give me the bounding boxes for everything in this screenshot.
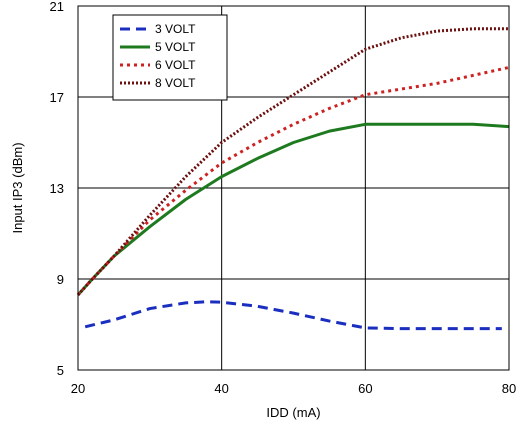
x-axis-label: IDD (mA) bbox=[266, 405, 320, 420]
x-tick-label: 40 bbox=[214, 381, 228, 396]
y-tick-label: 9 bbox=[57, 272, 64, 287]
series-line-8-volt bbox=[76, 27, 509, 296]
y-axis-label: Input IP3 (dBm) bbox=[10, 142, 25, 233]
series-line-6-volt bbox=[76, 65, 510, 296]
y-tick-label: 21 bbox=[50, 0, 64, 14]
legend-label-8-volt: 8 VOLT bbox=[155, 76, 196, 90]
series-line-5-volt bbox=[76, 122, 510, 296]
legend-label-5-volt: 5 VOLT bbox=[155, 40, 196, 54]
legend: 3 VOLT 5 VOLT 6 VOLT 8 VOLT bbox=[112, 14, 228, 101]
y-tick-label: 17 bbox=[50, 90, 64, 105]
x-tick-label: 20 bbox=[71, 381, 85, 396]
legend-label-6-volt: 6 VOLT bbox=[155, 58, 196, 72]
y-tick-label: 13 bbox=[50, 181, 64, 196]
y-tick-label: 5 bbox=[57, 363, 64, 378]
y-tick-labels: 5 9 13 17 21 bbox=[50, 0, 64, 378]
x-tick-label: 60 bbox=[358, 381, 372, 396]
series-group bbox=[76, 27, 510, 331]
x-tick-label: 80 bbox=[502, 381, 516, 396]
series-line-3-volt bbox=[84, 300, 502, 331]
legend-label-3-volt: 3 VOLT bbox=[155, 22, 196, 36]
plot-border bbox=[77, 5, 510, 371]
x-tick-labels: 20 40 60 80 bbox=[71, 381, 516, 396]
legend-box bbox=[112, 14, 228, 101]
